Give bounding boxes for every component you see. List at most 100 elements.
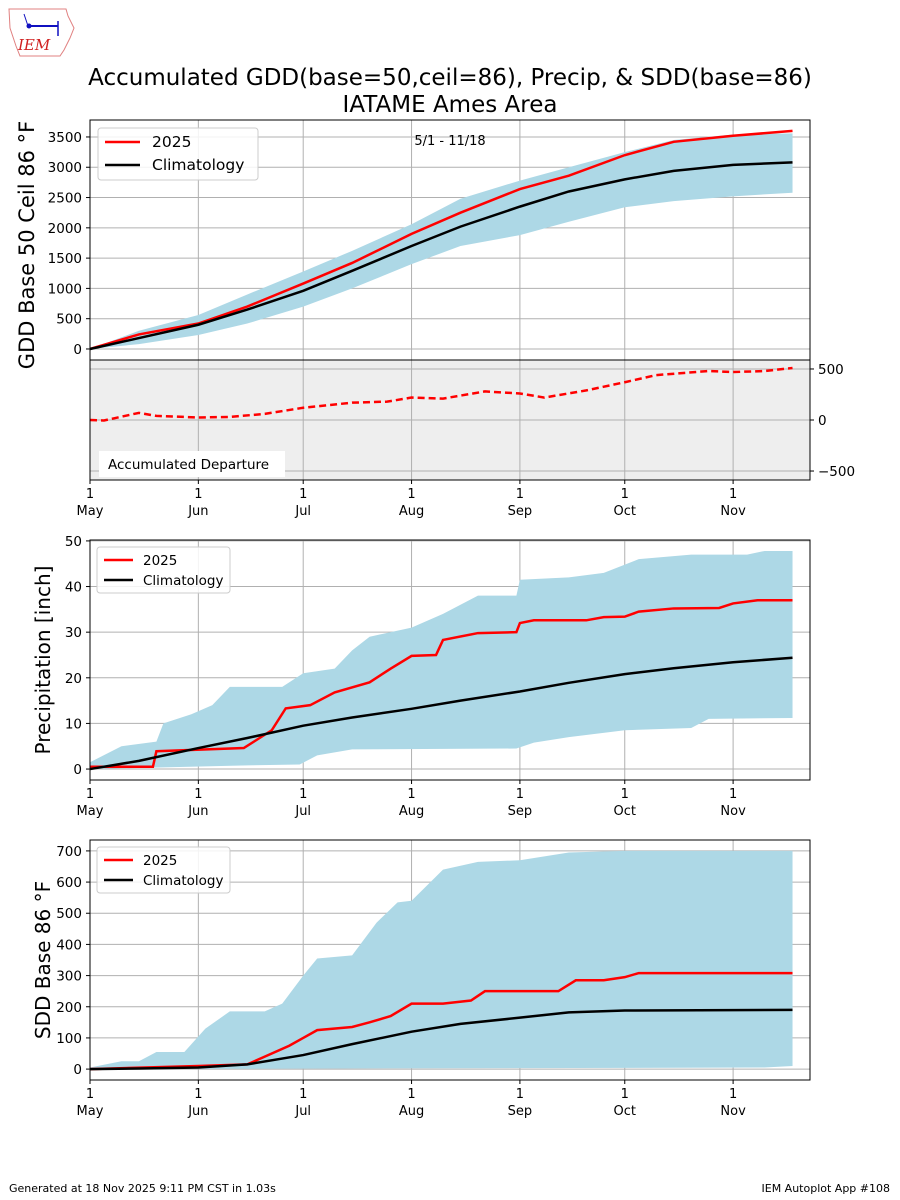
y-tick-label: 3500 (48, 130, 82, 146)
series-line-climatology (89, 656, 793, 771)
x-tick-label: 1 (86, 787, 94, 802)
x-tick-month: Oct (614, 1104, 636, 1119)
y-tick-label: 2000 (48, 221, 82, 237)
svg-text:IEM: IEM (17, 36, 51, 54)
y-tick-label: 500 (56, 312, 82, 328)
legend (96, 546, 231, 594)
panel-3: 0 100 200 300 400 500 600 700 1 May 1 Jun 1 Jul 1 Aug 1 S… (31, 839, 811, 1119)
x-tick-month: Jun (187, 804, 208, 819)
series-line-2025 (90, 598, 793, 769)
series-line-2025 (89, 971, 793, 1071)
x-tick-label: 1 (86, 1087, 94, 1102)
series-line-climatology (89, 161, 793, 351)
axes-frame (89, 359, 811, 481)
x-tick-label: 1 (407, 487, 415, 502)
x-tick-month: Jul (294, 1104, 311, 1119)
departure-label: Accumulated Departure (108, 457, 269, 473)
legend-label: 2025 (143, 553, 177, 569)
x-tick-label: 1 (299, 787, 307, 802)
legend-label: Climatology (152, 156, 244, 174)
panel-2: 0 10 20 30 40 50 1 May 1 Jun 1 Jul 1 Aug 1 Sep 1 Oct 1 Nov P… (31, 534, 811, 819)
x-tick-month: Jun (187, 1104, 208, 1119)
x-tick-label: 1 (407, 787, 415, 802)
y-tick-label: 300 (56, 969, 82, 985)
y-tick-label: 3000 (48, 160, 82, 176)
y-axis-label: SDD Base 86 °F (31, 881, 55, 1039)
x-tick-month: Oct (614, 504, 636, 519)
departure-line (89, 366, 793, 422)
y-axis-label: Precipitation [inch] (31, 566, 55, 755)
x-tick-label: 1 (729, 787, 737, 802)
y-tick-label: 30 (65, 625, 82, 641)
x-tick-month: Jul (294, 804, 311, 819)
range-band (90, 133, 793, 349)
panel-0: 0 500 1000 1500 2000 2500 3000 3500 GDD Base 50 … (15, 119, 811, 369)
legend-label: 2025 (152, 133, 191, 151)
x-tick-label: 1 (299, 1087, 307, 1102)
y-axis-label: GDD Base 50 Ceil 86 °F (15, 121, 39, 369)
y-tick-label: 1500 (48, 251, 82, 267)
date-range-annotation: 5/1 - 11/18 (414, 134, 485, 149)
x-tick-label: 1 (407, 1087, 415, 1102)
y-tick-label: 40 (65, 580, 82, 596)
y-tick-label: 200 (56, 1000, 82, 1016)
x-tick-label: 1 (194, 1087, 202, 1102)
series-line-2025 (89, 129, 793, 351)
iem-logo: IEM (8, 8, 75, 57)
chart-title: Accumulated GDD(base=50,ceil=86), Precip… (88, 65, 812, 91)
footer-app: IEM Autoplot App #108 (761, 1182, 891, 1195)
x-tick-month: May (77, 504, 104, 519)
x-tick-label: 1 (516, 1087, 524, 1102)
x-tick-label: 1 (194, 487, 202, 502)
x-tick-label: 1 (621, 487, 629, 502)
x-tick-label: 1 (621, 1087, 629, 1102)
x-tick-label: 1 (86, 487, 94, 502)
y-tick-label: 20 (65, 671, 82, 687)
x-tick-label: 1 (729, 1087, 737, 1102)
y-tick-label: 1000 (48, 281, 82, 297)
x-tick-label: 1 (194, 787, 202, 802)
x-tick-month: May (77, 804, 104, 819)
panel-1: −500 0 500 1 May 1 Jun 1 Jul 1 Aug 1 Sep 1 Oct 1 Nov Accu… (77, 359, 855, 519)
x-tick-label: 1 (621, 787, 629, 802)
x-tick-month: Sep (508, 504, 533, 519)
x-tick-label: 1 (299, 487, 307, 502)
y-tick-label: 400 (56, 937, 82, 953)
x-tick-month: Aug (399, 1104, 424, 1119)
y-tick-label: 100 (56, 1031, 82, 1047)
range-band (90, 550, 793, 770)
x-tick-month: Jul (294, 504, 311, 519)
legend (96, 846, 231, 894)
y-tick-label: 10 (65, 716, 82, 732)
axes-frame (89, 839, 811, 1081)
x-tick-month: Aug (399, 804, 424, 819)
chart-subtitle: IATAME Ames Area (343, 92, 558, 118)
x-tick-month: Nov (720, 804, 746, 819)
departure-label-box (99, 451, 285, 477)
y-tick-label: 500 (818, 362, 844, 378)
y-tick-label: 0 (73, 1062, 82, 1078)
legend-label: Climatology (143, 573, 223, 589)
y-tick-label: 0 (73, 762, 82, 778)
y-tick-label: 0 (73, 342, 82, 358)
series-line-climatology (89, 1008, 793, 1071)
axes-frame (89, 539, 811, 781)
x-tick-label: 1 (516, 787, 524, 802)
x-tick-label: 1 (729, 487, 737, 502)
x-tick-month: Nov (720, 504, 746, 519)
x-tick-month: Jun (187, 504, 208, 519)
legend-label: 2025 (143, 853, 177, 869)
y-tick-label: 600 (56, 875, 82, 891)
x-tick-month: Nov (720, 1104, 746, 1119)
x-tick-label: 1 (516, 487, 524, 502)
x-tick-month: Sep (508, 804, 533, 819)
range-band (90, 850, 793, 1070)
x-tick-month: Sep (508, 1104, 533, 1119)
legend-label: Climatology (143, 873, 223, 889)
y-tick-label: 50 (65, 534, 82, 550)
x-tick-month: May (77, 1104, 104, 1119)
y-tick-label: 500 (56, 906, 82, 922)
x-tick-month: Oct (614, 804, 636, 819)
